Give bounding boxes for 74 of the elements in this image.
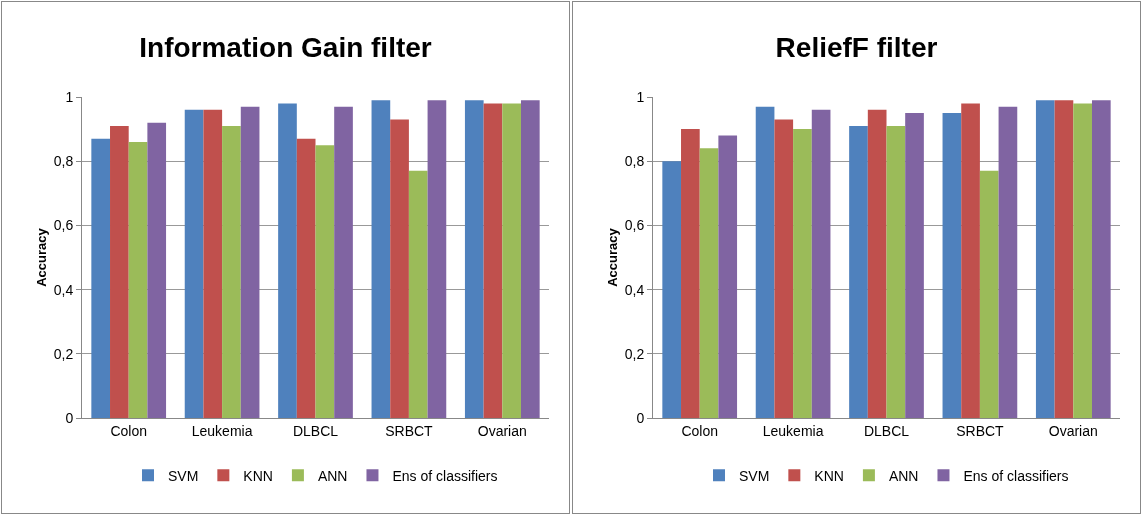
y-tick-label: 0,2 [624, 345, 645, 362]
bar [699, 148, 719, 418]
bar [128, 141, 148, 418]
bar [1073, 103, 1092, 418]
bar [427, 100, 447, 418]
bar [184, 109, 204, 418]
x-tick-label: Ovarian [477, 422, 527, 439]
x-tick-label: SRBCT [956, 422, 1005, 439]
bar [755, 106, 775, 418]
bar [811, 109, 831, 418]
x-tick-label: Ovarian [1048, 422, 1098, 439]
y-tick-label: 1 [65, 88, 74, 105]
legend-label: SVM [168, 467, 199, 484]
x-tick-label: Leukemia [191, 422, 253, 439]
bar [774, 119, 794, 418]
bar [905, 113, 924, 418]
bar [886, 125, 906, 418]
bar [296, 138, 316, 418]
y-tick-label: 0,4 [624, 281, 645, 298]
bar [483, 103, 503, 418]
y-tick-label: 0,8 [53, 153, 74, 170]
legend-label: KNN [243, 467, 273, 484]
y-tick-label: 0,6 [624, 217, 645, 234]
y-axis-title: Accuracy [34, 227, 49, 287]
legend-label: Ens of classifiers [963, 467, 1069, 484]
legend-label: ANN [317, 467, 348, 484]
bar [961, 103, 980, 418]
bar [793, 129, 812, 418]
y-tick-label: 1 [636, 88, 645, 105]
bar [979, 170, 999, 418]
x-tick-label: DLBCL [292, 422, 339, 439]
y-tick-label: 0 [65, 409, 74, 426]
bar [203, 109, 223, 418]
bar [390, 119, 409, 418]
x-tick-label: DLBCL [863, 422, 910, 439]
bar [222, 125, 241, 418]
bar [91, 138, 111, 418]
y-tick-label: 0,2 [53, 345, 74, 362]
y-axis-title: Accuracy [605, 227, 620, 287]
bar [1091, 100, 1111, 418]
bar [334, 106, 353, 418]
bar [315, 145, 335, 418]
legend-label: KNN [814, 467, 844, 484]
bar [240, 106, 260, 418]
y-tick-label: 0,6 [53, 217, 74, 234]
bar [1054, 100, 1074, 418]
bar [867, 109, 887, 418]
x-tick-label: Leukemia [762, 422, 824, 439]
x-tick-label: SRBCT [385, 422, 434, 439]
bar [718, 135, 738, 418]
x-tick-label: Colon [681, 422, 718, 439]
x-tick-label: Colon [110, 422, 147, 439]
bar [147, 122, 167, 418]
bar [278, 103, 297, 418]
bar [942, 113, 962, 418]
bar [110, 125, 129, 418]
bar [849, 125, 868, 418]
bar [502, 103, 521, 418]
y-tick-label: 0 [636, 409, 645, 426]
bar [408, 170, 428, 418]
legend-label: SVM [739, 467, 770, 484]
bar [681, 129, 700, 418]
y-tick-label: 0,4 [53, 281, 74, 298]
bar [520, 100, 540, 418]
legend-label: Ens of classifiers [392, 467, 498, 484]
y-tick-label: 0,8 [624, 153, 645, 170]
chart-title: Information Gain filter [139, 32, 432, 64]
bar [1035, 100, 1055, 418]
bar [662, 161, 682, 418]
bar [998, 106, 1018, 418]
bar [371, 100, 391, 418]
chart-title: ReliefF filter [775, 32, 938, 64]
legend-label: ANN [888, 467, 919, 484]
bar [464, 100, 484, 418]
